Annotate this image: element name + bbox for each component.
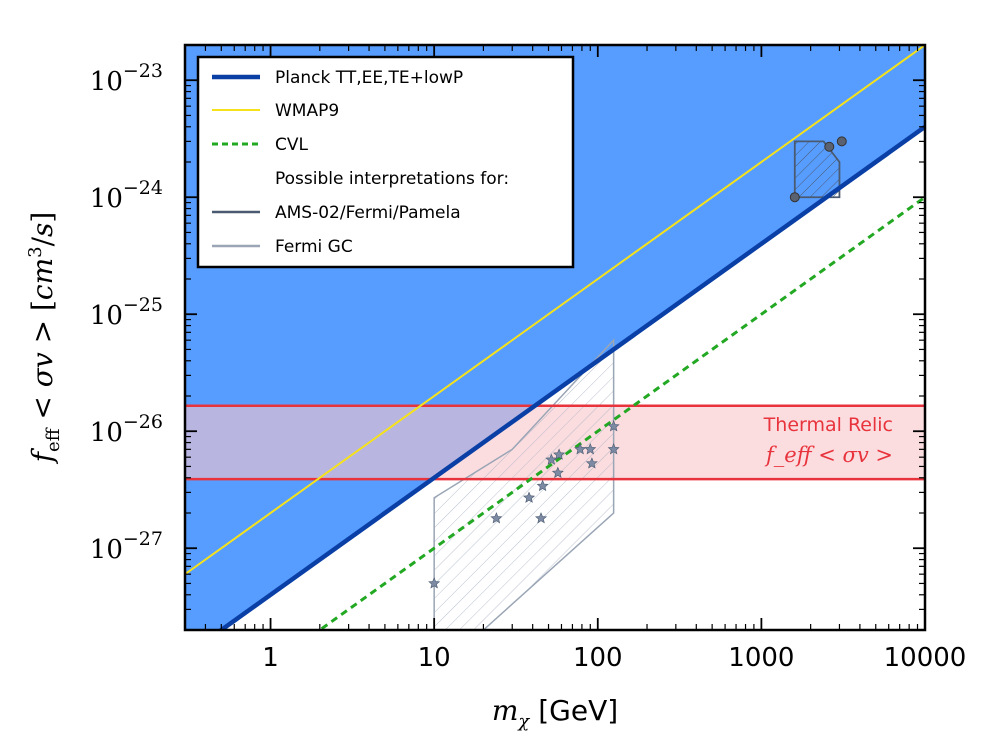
legend-label-interpretations: Possible interpretations for: <box>275 169 509 189</box>
fermi-gc-star <box>584 443 597 455</box>
ams-points <box>789 136 847 203</box>
y-tick-label: 10−26 <box>90 411 163 448</box>
fermi-gc-star <box>490 512 503 524</box>
fermi-gc-region <box>433 338 615 630</box>
legend-label-wmap9: WMAP9 <box>275 101 339 121</box>
fermi-gc-star <box>574 443 587 455</box>
fermi-gc-star <box>585 457 598 469</box>
ams-point <box>836 136 847 147</box>
x-tick-label: 1000 <box>728 643 794 673</box>
legend-label-ams: AMS-02/Fermi/Pamela <box>275 203 461 223</box>
legend-box <box>196 55 575 269</box>
fermi-gc-star <box>536 479 549 492</box>
plot-frame <box>183 43 927 632</box>
fermi-gc-star <box>607 420 620 432</box>
x-tick-label: 100 <box>573 643 623 673</box>
cvl-line <box>317 196 925 630</box>
ams-point <box>824 141 835 152</box>
y-tick-label: 10−24 <box>90 177 163 214</box>
x-tick-label: 10 <box>418 643 451 673</box>
fermi-gc-points <box>428 420 620 589</box>
thermal-relic-formula: f_eff < σv > <box>764 443 893 467</box>
fermi-gc-star <box>551 466 564 479</box>
fermi-gc-star <box>545 453 558 465</box>
tick-labels: 1 10 100 1000 10000 10−27 10−26 10−25 10−24 10−23 <box>90 60 967 673</box>
fermi-gc-star <box>607 443 620 455</box>
legend: Planck TT,EE,TE+lowP WMAP9 CVL Possible … <box>196 55 575 269</box>
fermi-gc-star <box>428 577 441 589</box>
x-tick-label: 1 <box>262 643 279 673</box>
fermi-gc-star <box>553 448 566 460</box>
y-tick-label: 10−25 <box>90 294 163 331</box>
x-axis-label: mχ [GeV] <box>492 694 618 732</box>
y-tick-label: 10−23 <box>90 60 163 97</box>
fermi-gc-star <box>523 491 536 503</box>
legend-label-fermi-gc: Fermi GC <box>275 237 353 257</box>
y-axis-label: feff < σv > [cm3/s] <box>25 212 64 465</box>
ams-point <box>789 192 800 203</box>
legend-label-planck: Planck TT,EE,TE+lowP <box>275 68 463 88</box>
fermi-gc-star <box>535 512 548 524</box>
planck-line <box>217 124 925 630</box>
legend-label-cvl: CVL <box>275 135 308 155</box>
thermal-relic-label: Thermal Relic <box>763 414 893 436</box>
ams-region <box>793 140 841 199</box>
x-tick-label: 10000 <box>884 643 967 673</box>
y-tick-label: 10−27 <box>90 528 163 565</box>
wmap9-line <box>185 45 925 575</box>
